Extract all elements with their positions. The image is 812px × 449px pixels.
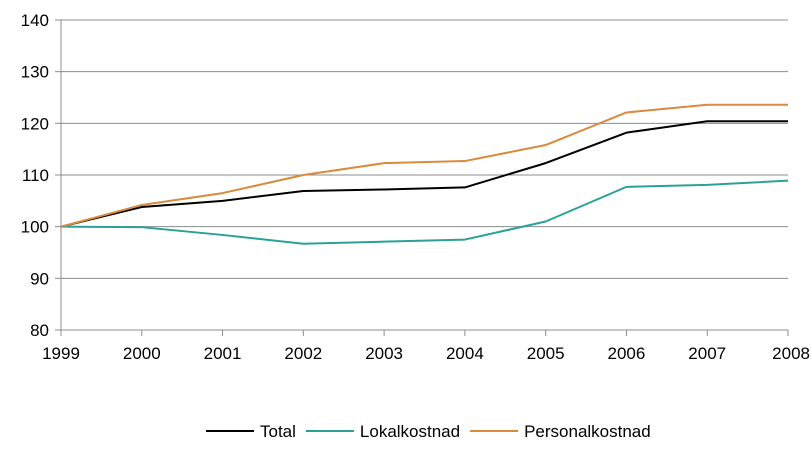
x-tick-label: 1999 [42,344,80,363]
x-tick-label: 2001 [204,344,242,363]
y-tick-label: 80 [30,321,49,340]
series-line-personalkostnad [60,103,788,228]
x-tick-label: 2004 [446,344,484,363]
legend-item-lokalkostnad: Lokalkostnad [305,422,460,441]
legend: Total Lokalkostnad Personalkostnad [206,422,651,441]
legend-label: Lokalkostnad [360,422,460,441]
y-tick-label: 90 [30,269,49,288]
x-tick-label: 2006 [608,344,646,363]
y-tick-label: 120 [21,114,49,133]
y-tick-label: 100 [21,218,49,237]
y-tick-label: 140 [21,11,49,30]
series-line-total [60,120,788,228]
x-tick-label: 2005 [527,344,565,363]
y-tick-label: 130 [21,63,49,82]
legend-item-total: Total [206,422,296,441]
x-tick-label: 2002 [284,344,322,363]
gridlines [61,19,788,279]
x-tick-label: 2008 [772,344,810,363]
x-tick-label: 2000 [123,344,161,363]
legend-item-personalkostnad: Personalkostnad [470,422,651,441]
x-tick-label: 2007 [688,344,726,363]
y-axis-ticks: 80 90 100 110 120 130 140 [21,11,61,340]
x-axis-ticks: 1999 2000 2001 2002 2003 2004 2005 2006 2007 2008 [42,330,810,363]
x-tick-label: 2003 [365,344,403,363]
legend-label: Personalkostnad [524,422,651,441]
series-lines [60,103,789,245]
series-line-lokalkostnad [60,179,789,245]
y-tick-label: 110 [22,166,49,185]
legend-label: Total [260,422,296,441]
